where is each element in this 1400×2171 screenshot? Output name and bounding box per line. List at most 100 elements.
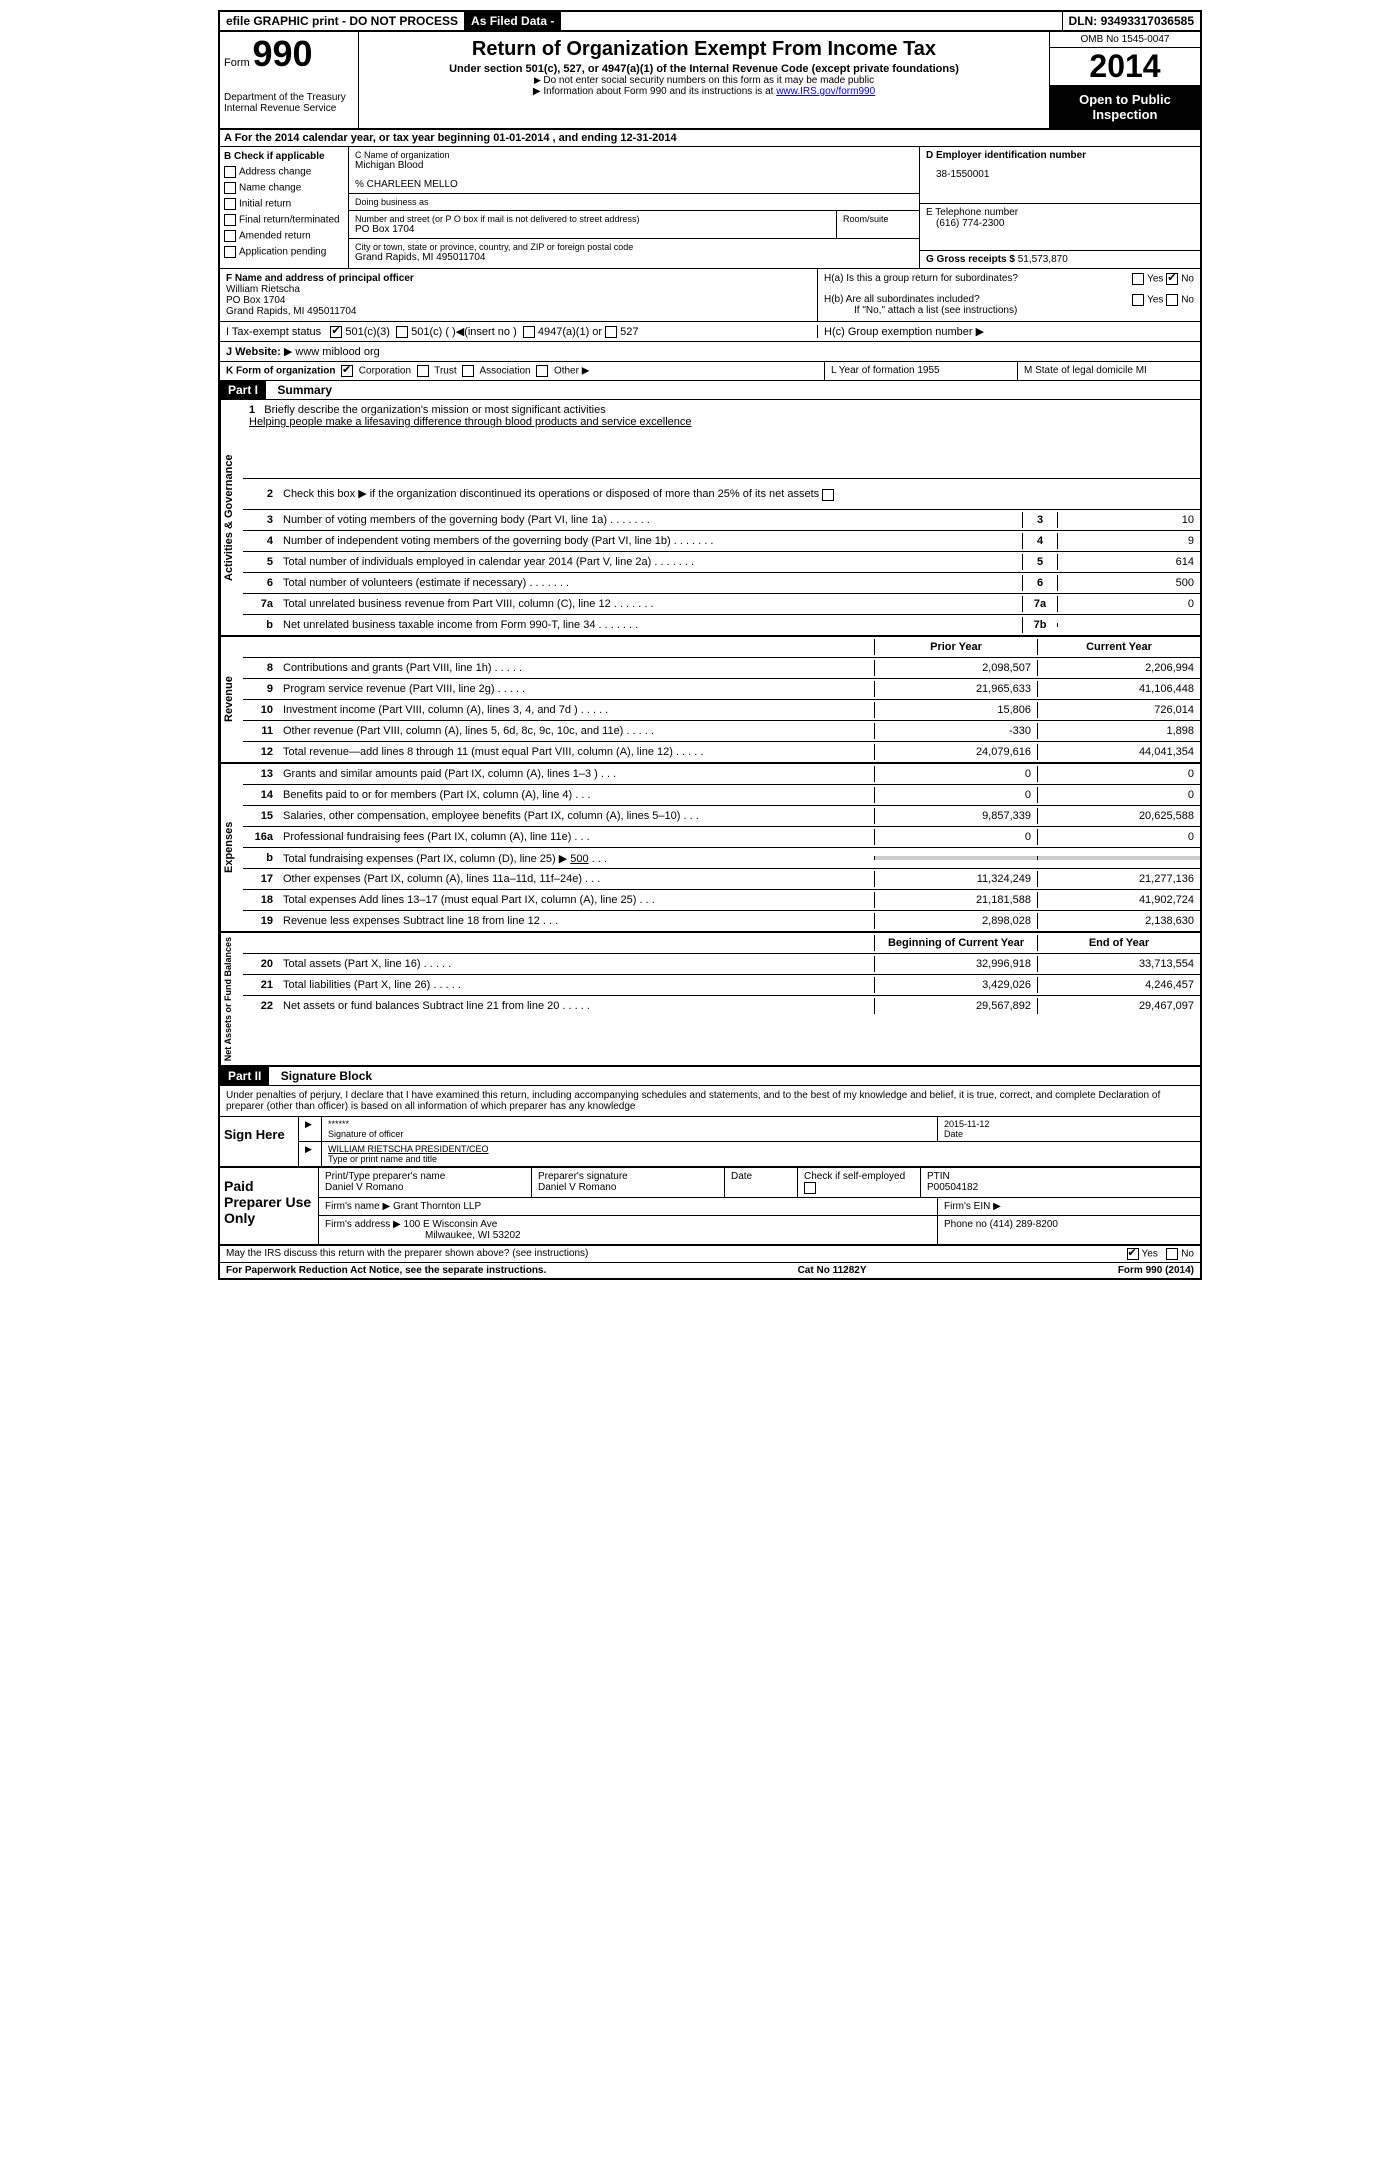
side-label-revenue: Revenue [220,637,243,762]
checkbox-icon[interactable] [536,365,548,377]
checkbox-icon[interactable] [224,214,236,226]
street-label: Number and street (or P O box if mail is… [355,214,830,224]
side-label-expenses: Expenses [220,764,243,931]
k-label: K Form of organization [226,366,335,377]
checkbox-icon[interactable] [804,1182,816,1194]
checkbox-icon[interactable] [822,489,834,501]
checkbox-icon[interactable] [1132,273,1144,285]
form-ref: Form 990 (2014) [1118,1265,1194,1276]
opt-501c3: 501(c)(3) [345,326,390,338]
sign-here-row: Sign Here ▶ ****** Signature of officer … [220,1117,1200,1168]
firm-name-cell: Firm's name ▶ Grant Thornton LLP [319,1198,938,1215]
column-d-right: D Employer identification number 38-1550… [919,147,1200,268]
form-of-org: K Form of organization Corporation Trust… [220,362,824,380]
sig-date-label: Date [944,1129,1194,1139]
revenue-line-12: 12 Total revenue—add lines 8 through 11 … [243,742,1200,762]
street-row: Number and street (or P O box if mail is… [349,211,919,239]
mission-text: Helping people make a lifesaving differe… [249,416,692,428]
checkbox-icon[interactable] [1166,294,1178,306]
officer-signature: ****** Signature of officer [322,1117,938,1141]
expense-line-b: b Total fundraising expenses (Part IX, c… [243,848,1200,869]
prep-sig-label: Preparer's signature [538,1171,718,1182]
revenue-line-10: 10 Investment income (Part VIII, column … [243,700,1200,721]
form-title: Return of Organization Exempt From Incom… [363,38,1045,61]
checkbox-icon[interactable] [462,365,474,377]
firm-addr-cell: Firm's address ▶ 100 E Wisconsin Ave Mil… [319,1216,938,1244]
prep-name-label: Print/Type preparer's name [325,1171,525,1182]
netassets-line-20: 20 Total assets (Part X, line 16) . . . … [243,954,1200,975]
dba-cell: Doing business as [349,194,919,211]
checkbox-icon[interactable] [396,326,408,338]
form-subtitle: Under section 501(c), 527, or 4947(a)(1)… [363,63,1045,75]
check-pending: Application pending [224,246,344,258]
irs-link[interactable]: www.IRS.gov/form990 [776,86,875,97]
officer-sig-line: ▶ ****** Signature of officer 2015-11-12… [299,1117,1200,1142]
netassets-line-21: 21 Total liabilities (Part X, line 26) .… [243,975,1200,996]
side-label-governance: Activities & Governance [220,400,243,635]
checkbox-icon[interactable] [341,365,353,377]
city-label: City or town, state or province, country… [355,242,913,252]
dba-label: Doing business as [355,197,913,207]
checkbox-icon[interactable] [224,166,236,178]
check-name-change: Name change [224,182,344,194]
checkbox-icon[interactable] [330,326,342,338]
website-value: www miblood org [295,346,379,358]
expenses-section: Expenses 13 Grants and similar amounts p… [220,764,1200,933]
checkbox-icon[interactable] [1166,1248,1178,1260]
netassets-content: Beginning of Current Year End of Year 20… [243,933,1200,1065]
preparer-name-line: Print/Type preparer's name Daniel V Roma… [319,1168,1200,1198]
line1-num: 1 [249,404,255,416]
tax-exempt-row: I Tax-exempt status 501(c)(3) 501(c) ( )… [220,322,1200,342]
dln-value: 93493317036585 [1101,14,1194,28]
sig-date: 2015-11-12 [944,1119,1194,1129]
expense-line-18: 18 Total expenses Add lines 13–17 (must … [243,890,1200,911]
info-link-line: ▶ Information about Form 990 and its ins… [363,86,1045,97]
officer-addr1: PO Box 1704 [226,295,811,306]
preparer-content: Print/Type preparer's name Daniel V Roma… [319,1168,1200,1244]
ptin-value: P00504182 [927,1182,1194,1193]
city-cell: City or town, state or province, country… [349,239,919,266]
firm-addr-label: Firm's address ▶ [325,1219,401,1230]
hb-label: H(b) Are all subordinates included? [824,294,980,305]
phone-label: E Telephone number [926,207,1194,218]
firm-addr: 100 E Wisconsin Ave [404,1219,498,1230]
checkbox-icon[interactable] [224,230,236,242]
checkbox-icon[interactable] [224,198,236,210]
open-to-public: Open to Public Inspection [1050,86,1200,128]
opt-527: 527 [620,326,638,338]
phone-value: (616) 774-2300 [926,218,1194,229]
org-name-cell: C Name of organization Michigan Blood % … [349,147,919,194]
check-address-change: Address change [224,166,344,178]
beginning-year-header: Beginning of Current Year [874,935,1037,951]
netassets-line-22: 22 Net assets or fund balances Subtract … [243,996,1200,1016]
arrow-icon: ▶ [299,1142,322,1166]
officer-addr2: Grand Rapids, MI 495011704 [226,306,811,317]
checkbox-icon[interactable] [523,326,535,338]
part1-header-row: Part I Summary [220,381,1200,400]
hc-cell: H(c) Group exemption number ▶ [817,325,1194,338]
checkbox-icon[interactable] [1166,273,1178,285]
perjury-statement: Under penalties of perjury, I declare th… [220,1086,1200,1117]
row-f-h: F Name and address of principal officer … [220,269,1200,322]
tax-year: 2014 [1050,48,1200,86]
firm-city: Milwaukee, WI 53202 [325,1230,931,1241]
dln: DLN: 93493317036585 [1063,12,1200,30]
checkbox-icon[interactable] [224,246,236,258]
gov-line-7a: 7a Total unrelated business revenue from… [243,594,1200,615]
irs-label: Internal Revenue Service [224,103,354,114]
website-row: J Website: ▶ www miblood org [220,342,1200,362]
checkbox-icon[interactable] [1127,1248,1139,1260]
expense-line-14: 14 Benefits paid to or for members (Part… [243,785,1200,806]
checkbox-icon[interactable] [224,182,236,194]
checkbox-icon[interactable] [605,326,617,338]
ptin-cell: PTIN P00504182 [921,1168,1200,1197]
website-label: J Website: [226,346,281,358]
revenue-content: Prior Year Current Year 8 Contributions … [243,637,1200,762]
firm-addr-line: Firm's address ▶ 100 E Wisconsin Ave Mil… [319,1216,1200,1244]
sign-here-content: ▶ ****** Signature of officer 2015-11-12… [299,1117,1200,1166]
checkbox-icon[interactable] [417,365,429,377]
tax-exempt-label: I Tax-exempt status [226,326,321,338]
checkbox-icon[interactable] [1132,294,1144,306]
street-value: PO Box 1704 [355,224,830,235]
gov-line-4: 4 Number of independent voting members o… [243,531,1200,552]
